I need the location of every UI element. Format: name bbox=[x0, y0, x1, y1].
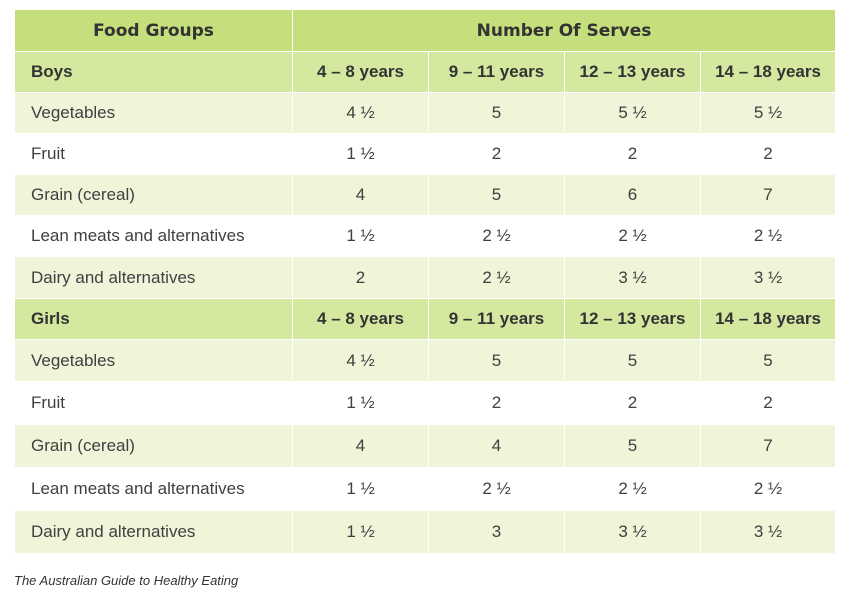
serves-value-cell: 1 ½ bbox=[292, 467, 429, 511]
serves-value-cell: 3 ½ bbox=[699, 256, 837, 299]
serves-value-cell: 4 bbox=[428, 424, 565, 468]
serves-value-cell: 1 ½ bbox=[292, 510, 429, 554]
food-group-cell: Vegetables bbox=[14, 92, 293, 134]
serves-table-container: Food Groups Number Of Serves Boys 4 – 8 y… bbox=[14, 9, 837, 554]
serves-value-cell: 5 bbox=[699, 339, 837, 382]
section-label: Boys bbox=[14, 51, 293, 93]
serves-value-cell: 2 ½ bbox=[428, 215, 565, 257]
serves-value-cell: 1 ½ bbox=[292, 381, 429, 425]
serves-value-cell: 5 bbox=[428, 174, 565, 216]
age-group-header: 9 – 11 years bbox=[428, 298, 565, 340]
serves-value-cell: 2 bbox=[292, 256, 429, 299]
header-food-groups: Food Groups bbox=[14, 9, 293, 52]
serves-value-cell: 2 bbox=[428, 133, 565, 175]
serves-value-cell: 2 ½ bbox=[564, 215, 701, 257]
serves-value-cell: 7 bbox=[699, 424, 837, 468]
serves-value-cell: 4 bbox=[292, 424, 429, 468]
serves-value-cell: 4 bbox=[292, 174, 429, 216]
section-header-row: Boys 4 – 8 years 9 – 11 years 12 – 13 years… bbox=[14, 51, 837, 93]
serves-value-cell: 2 ½ bbox=[428, 256, 565, 299]
serves-value-cell: 4 ½ bbox=[292, 339, 429, 382]
serves-value-cell: 5 bbox=[564, 424, 701, 468]
section-label: Girls bbox=[14, 298, 293, 340]
food-group-cell: Lean meats and alternatives bbox=[14, 215, 293, 257]
serves-value-cell: 1 ½ bbox=[292, 133, 429, 175]
serves-value-cell: 7 bbox=[699, 174, 837, 216]
serves-value-cell: 2 bbox=[699, 133, 837, 175]
age-group-header: 4 – 8 years bbox=[292, 298, 429, 340]
food-group-cell: Dairy and alternatives bbox=[14, 510, 293, 554]
age-group-header: 4 – 8 years bbox=[292, 51, 429, 93]
serves-value-cell: 5 bbox=[428, 339, 565, 382]
serves-value-cell: 1 ½ bbox=[292, 215, 429, 257]
food-group-cell: Grain (cereal) bbox=[14, 174, 293, 216]
serves-value-cell: 3 ½ bbox=[564, 510, 701, 554]
serves-value-cell: 2 ½ bbox=[564, 467, 701, 511]
serves-value-cell: 3 ½ bbox=[699, 510, 837, 554]
serves-value-cell: 5 bbox=[428, 92, 565, 134]
serves-value-cell: 2 ½ bbox=[699, 215, 837, 257]
food-group-cell: Fruit bbox=[14, 133, 293, 175]
serves-value-cell: 3 bbox=[428, 510, 565, 554]
serves-value-cell: 2 ½ bbox=[699, 467, 837, 511]
food-group-cell: Fruit bbox=[14, 381, 293, 425]
serves-value-cell: 5 ½ bbox=[564, 92, 701, 134]
age-group-header: 12 – 13 years bbox=[564, 51, 701, 93]
food-group-cell: Grain (cereal) bbox=[14, 424, 293, 468]
table-row: Grain (cereal) 4 4 5 7 bbox=[14, 424, 837, 468]
food-group-cell: Lean meats and alternatives bbox=[14, 467, 293, 511]
age-group-header: 12 – 13 years bbox=[564, 298, 701, 340]
serves-value-cell: 5 ½ bbox=[699, 92, 837, 134]
age-group-header: 14 – 18 years bbox=[699, 298, 837, 340]
serves-value-cell: 2 bbox=[428, 381, 565, 425]
serves-table: Food Groups Number Of Serves Boys 4 – 8 y… bbox=[14, 9, 837, 554]
serves-table-body: Food Groups Number Of Serves Boys 4 – 8 y… bbox=[14, 9, 837, 554]
serves-value-cell: 3 ½ bbox=[564, 256, 701, 299]
serves-value-cell: 5 bbox=[564, 339, 701, 382]
serves-value-cell: 4 ½ bbox=[292, 92, 429, 134]
source-caption: The Australian Guide to Healthy Eating bbox=[14, 573, 239, 588]
serves-value-cell: 2 bbox=[699, 381, 837, 425]
header-number-of-serves: Number Of Serves bbox=[291, 9, 837, 52]
food-group-cell: Vegetables bbox=[14, 339, 293, 382]
section-header-row: Girls 4 – 8 years 9 – 11 years 12 – 13 year… bbox=[14, 298, 837, 340]
food-group-cell: Dairy and alternatives bbox=[14, 256, 293, 299]
serves-value-cell: 2 bbox=[564, 381, 701, 425]
serves-value-cell: 2 ½ bbox=[428, 467, 565, 511]
serves-value-cell: 2 bbox=[564, 133, 701, 175]
serves-value-cell: 6 bbox=[564, 174, 701, 216]
table-row: Grain (cereal) 4 5 6 7 bbox=[14, 174, 837, 216]
age-group-header: 14 – 18 years bbox=[699, 51, 837, 93]
table-header-row: Food Groups Number Of Serves bbox=[14, 9, 837, 52]
age-group-header: 9 – 11 years bbox=[428, 51, 565, 93]
